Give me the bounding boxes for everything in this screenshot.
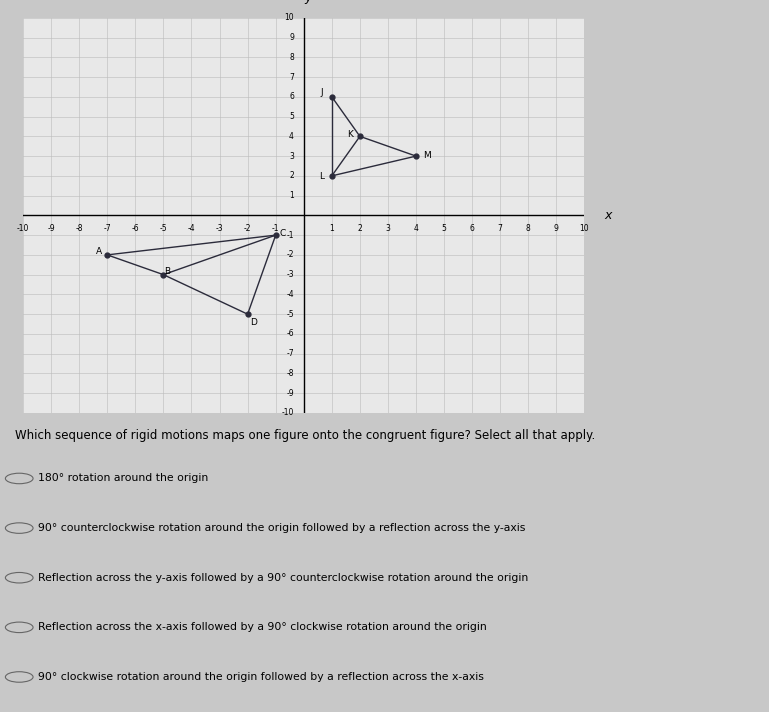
Text: Reflection across the y-axis followed by a 90° counterclockwise rotation around : Reflection across the y-axis followed by… (38, 572, 529, 582)
Text: -7: -7 (104, 224, 111, 234)
Text: Which sequence of rigid motions maps one figure onto the congruent figure? Selec: Which sequence of rigid motions maps one… (15, 429, 596, 442)
Text: L: L (319, 172, 325, 182)
Text: -2: -2 (244, 224, 251, 234)
Text: 10: 10 (580, 224, 589, 234)
Text: x: x (604, 209, 611, 222)
Text: 7: 7 (498, 224, 503, 234)
Text: -2: -2 (286, 251, 294, 259)
Text: Reflection across the x-axis followed by a 90° clockwise rotation around the ori: Reflection across the x-axis followed by… (38, 622, 488, 632)
Text: 7: 7 (289, 73, 294, 82)
Text: -1: -1 (286, 231, 294, 240)
Text: B: B (165, 267, 171, 276)
Text: 180° rotation around the origin: 180° rotation around the origin (38, 473, 208, 483)
Text: 9: 9 (554, 224, 559, 234)
Text: D: D (250, 318, 257, 327)
Text: 2: 2 (358, 224, 362, 234)
Text: -6: -6 (131, 224, 139, 234)
Text: 5: 5 (441, 224, 447, 234)
Text: -6: -6 (286, 330, 294, 338)
Text: A: A (96, 248, 102, 256)
Text: K: K (347, 130, 353, 139)
Text: -5: -5 (286, 310, 294, 319)
Text: 4: 4 (289, 132, 294, 141)
Text: 6: 6 (289, 93, 294, 101)
Text: 90° counterclockwise rotation around the origin followed by a reflection across : 90° counterclockwise rotation around the… (38, 523, 526, 533)
Text: 2: 2 (289, 172, 294, 180)
Text: 10: 10 (285, 14, 294, 22)
Text: -1: -1 (272, 224, 279, 234)
Text: 3: 3 (289, 152, 294, 161)
Text: C: C (280, 229, 286, 238)
Text: -5: -5 (160, 224, 167, 234)
Text: -8: -8 (286, 369, 294, 378)
Text: 1: 1 (289, 191, 294, 200)
Text: -8: -8 (75, 224, 83, 234)
Text: 6: 6 (470, 224, 474, 234)
Text: -7: -7 (286, 349, 294, 358)
Text: 8: 8 (289, 53, 294, 62)
Text: M: M (424, 151, 431, 159)
Text: -4: -4 (286, 290, 294, 299)
Text: 5: 5 (289, 112, 294, 121)
Text: 4: 4 (414, 224, 418, 234)
Text: -3: -3 (216, 224, 223, 234)
Text: 3: 3 (385, 224, 391, 234)
Text: 8: 8 (526, 224, 531, 234)
Text: -10: -10 (281, 409, 294, 417)
Text: J: J (321, 88, 323, 98)
Text: -3: -3 (286, 270, 294, 279)
Text: -9: -9 (48, 224, 55, 234)
Text: -9: -9 (286, 389, 294, 398)
Text: 1: 1 (329, 224, 335, 234)
Text: 90° clockwise rotation around the origin followed by a reflection across the x-a: 90° clockwise rotation around the origin… (38, 672, 484, 682)
Text: -10: -10 (17, 224, 29, 234)
Text: 9: 9 (289, 33, 294, 42)
Text: y: y (305, 0, 311, 4)
Text: -4: -4 (188, 224, 195, 234)
